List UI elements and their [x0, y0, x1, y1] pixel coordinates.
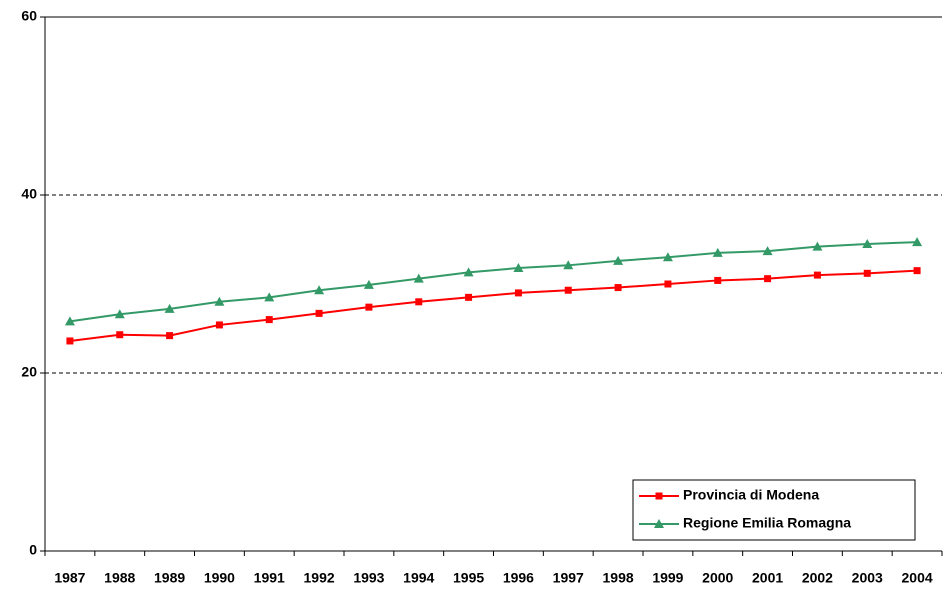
point-marker	[513, 262, 524, 272]
point-marker	[813, 271, 821, 279]
point-marker	[465, 293, 473, 301]
point-marker	[913, 267, 921, 275]
x-tick-label: 1995	[453, 570, 484, 586]
point-marker	[662, 252, 673, 262]
x-tick-label: 2004	[902, 570, 933, 586]
point-marker	[116, 331, 124, 339]
point-marker	[214, 296, 225, 306]
legend-box	[632, 479, 916, 541]
point-marker	[714, 276, 722, 284]
x-tick-label: 2003	[852, 570, 883, 586]
x-tick-label: 1996	[503, 570, 534, 586]
point-marker	[215, 321, 223, 329]
x-tick-label: 1992	[304, 570, 335, 586]
point-marker	[613, 255, 624, 265]
y-tick-label: 20	[21, 364, 37, 380]
point-marker	[912, 237, 923, 247]
x-tick-label: 2002	[802, 570, 833, 586]
point-marker	[655, 492, 663, 500]
x-tick-label: 1988	[104, 570, 135, 586]
x-tick-label: 2001	[752, 570, 783, 586]
point-marker	[463, 267, 474, 277]
point-marker	[314, 285, 325, 295]
point-marker	[812, 241, 823, 251]
point-marker	[563, 260, 574, 270]
series-line	[69, 241, 918, 323]
point-marker	[365, 303, 373, 311]
point-marker	[264, 292, 275, 302]
point-marker	[64, 316, 75, 326]
point-marker	[514, 289, 522, 297]
x-tick-label: 1997	[553, 570, 584, 586]
point-marker	[664, 280, 672, 288]
y-tick-label: 40	[21, 186, 37, 202]
point-marker	[66, 337, 74, 345]
point-marker	[415, 298, 423, 306]
x-tick-label: 1998	[603, 570, 634, 586]
series	[64, 237, 923, 326]
point-marker	[863, 269, 871, 277]
point-marker	[315, 309, 323, 317]
point-marker	[363, 279, 374, 289]
point-marker	[166, 332, 174, 340]
point-marker	[413, 273, 424, 283]
y-tick-label: 60	[21, 8, 37, 24]
series-line	[69, 269, 918, 342]
point-marker	[265, 316, 273, 324]
y-tick-label: 0	[29, 542, 37, 558]
point-marker	[614, 284, 622, 292]
point-marker	[564, 286, 572, 294]
x-tick-label: 1994	[403, 570, 434, 586]
point-marker	[764, 275, 772, 283]
legend-label: Provincia di Modena	[683, 487, 819, 503]
x-tick-label: 1990	[204, 570, 235, 586]
point-marker	[862, 238, 873, 248]
point-marker	[654, 519, 664, 528]
point-marker	[712, 247, 723, 257]
point-marker	[164, 303, 175, 313]
x-tick-label: 2000	[702, 570, 733, 586]
legend-label: Regione Emilia Romagna	[683, 515, 851, 531]
x-tick-label: 1989	[154, 570, 185, 586]
x-tick-label: 1993	[353, 570, 384, 586]
x-tick-label: 1999	[652, 570, 683, 586]
series	[66, 267, 921, 345]
point-marker	[762, 246, 773, 256]
x-tick-label: 1987	[54, 570, 85, 586]
x-tick-label: 1991	[254, 570, 285, 586]
point-marker	[114, 309, 125, 319]
